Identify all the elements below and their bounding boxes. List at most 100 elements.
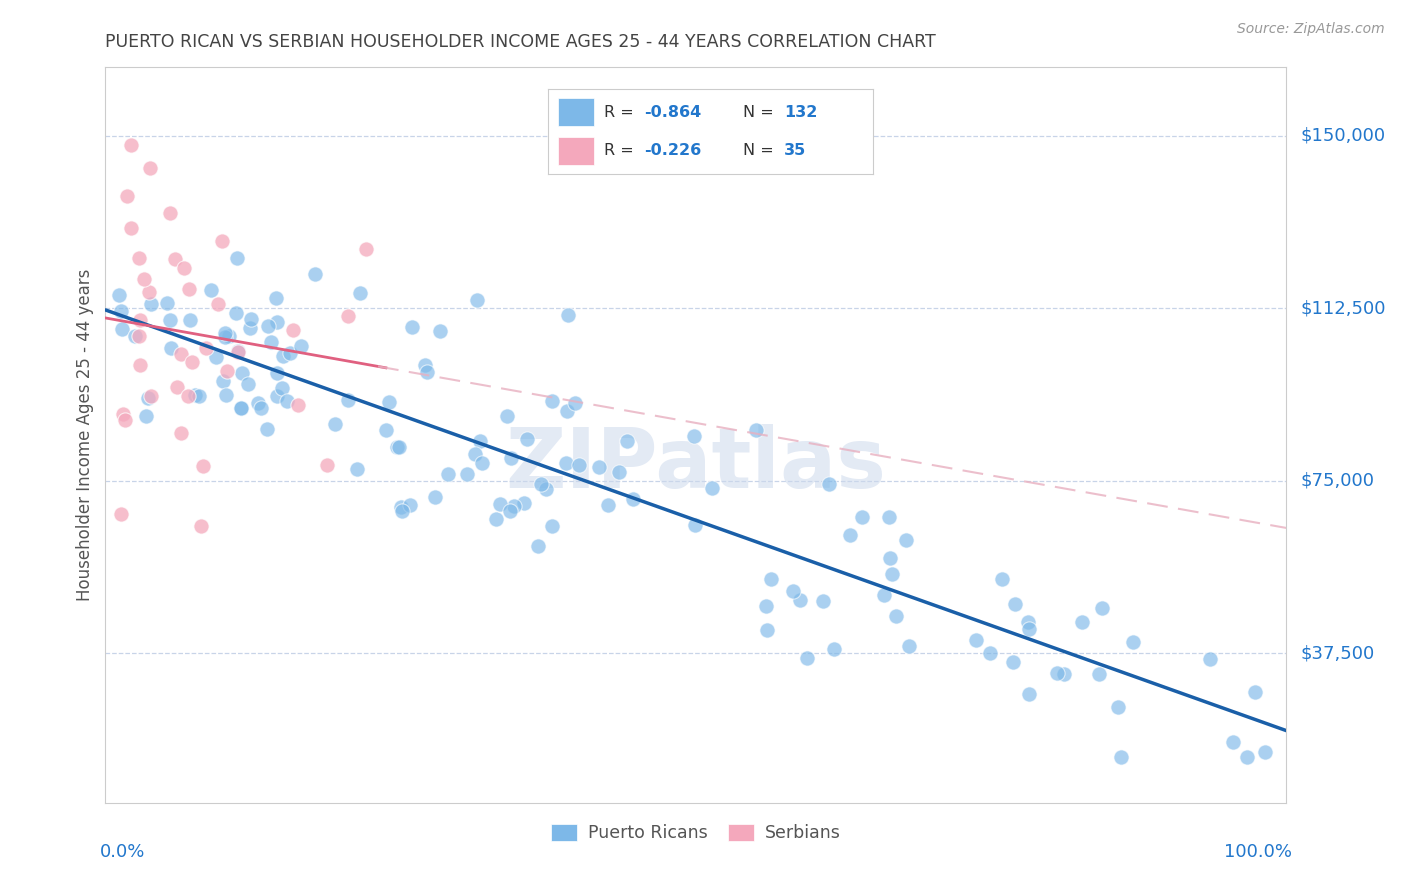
Point: [1017, 615, 1039, 629]
Point: [134, 409, 156, 423]
Point: [378, 395, 401, 409]
Point: [212, 374, 235, 388]
Point: [1004, 597, 1026, 611]
Text: ZIPatlas: ZIPatlas: [506, 424, 886, 505]
Point: [555, 456, 578, 470]
Point: [139, 389, 162, 403]
Point: [349, 285, 371, 300]
Point: [873, 587, 896, 601]
Point: [385, 440, 408, 454]
Point: [190, 518, 212, 533]
Point: [166, 380, 188, 394]
Point: [759, 573, 782, 587]
Point: [260, 335, 283, 350]
Text: 0.0%: 0.0%: [100, 843, 145, 862]
Point: [214, 326, 236, 341]
Point: [136, 391, 159, 405]
Point: [107, 288, 129, 302]
Point: [120, 220, 142, 235]
Point: [187, 389, 209, 403]
Point: [896, 533, 918, 548]
Point: [1018, 687, 1040, 701]
Point: [183, 387, 205, 401]
Point: [1107, 699, 1129, 714]
Point: [266, 315, 288, 329]
Point: [464, 447, 486, 461]
Point: [516, 432, 538, 446]
Point: [1222, 735, 1244, 749]
Point: [756, 623, 779, 637]
Point: [389, 500, 412, 515]
Point: [1091, 601, 1114, 615]
Point: [139, 161, 162, 175]
Point: [170, 347, 193, 361]
Point: [128, 312, 150, 326]
Point: [256, 422, 278, 436]
Point: [700, 481, 723, 495]
Point: [818, 476, 841, 491]
Point: [391, 504, 413, 518]
Point: [416, 365, 439, 379]
Point: [1199, 652, 1222, 666]
Point: [755, 599, 778, 614]
Text: $112,500: $112,500: [1301, 300, 1386, 318]
Point: [281, 323, 304, 337]
Point: [527, 539, 550, 553]
Point: [607, 465, 630, 479]
Point: [225, 306, 247, 320]
Point: [796, 650, 818, 665]
Point: [218, 329, 240, 343]
Point: [685, 517, 707, 532]
Point: [270, 381, 292, 395]
Point: [839, 527, 862, 541]
Text: 100.0%: 100.0%: [1225, 843, 1292, 862]
Point: [1046, 665, 1069, 680]
Point: [207, 297, 229, 311]
Point: [236, 376, 259, 391]
Point: [456, 467, 478, 481]
Point: [115, 188, 138, 202]
Point: [564, 396, 586, 410]
Point: [388, 441, 411, 455]
Text: $37,500: $37,500: [1301, 644, 1375, 663]
Point: [200, 283, 222, 297]
Point: [413, 358, 436, 372]
Point: [110, 303, 132, 318]
Point: [745, 423, 768, 437]
Point: [557, 308, 579, 322]
Point: [979, 646, 1001, 660]
Point: [437, 467, 460, 481]
Point: [536, 483, 558, 497]
Point: [120, 138, 142, 153]
Point: [336, 310, 359, 324]
Point: [246, 395, 269, 409]
Point: [204, 350, 226, 364]
Point: [156, 295, 179, 310]
Point: [111, 322, 134, 336]
Point: [240, 311, 263, 326]
Point: [304, 268, 326, 282]
Point: [287, 398, 309, 412]
Point: [596, 498, 619, 512]
Point: [354, 242, 377, 256]
Point: [250, 401, 273, 416]
Point: [502, 500, 524, 514]
Point: [880, 566, 903, 581]
Point: [124, 329, 146, 343]
Point: [399, 499, 422, 513]
Point: [181, 355, 204, 369]
Point: [811, 594, 834, 608]
Point: [541, 393, 564, 408]
Point: [231, 366, 253, 380]
Point: [160, 341, 183, 355]
Text: $150,000: $150,000: [1301, 127, 1386, 145]
Point: [897, 640, 920, 654]
Point: [195, 341, 218, 355]
Point: [588, 459, 610, 474]
Point: [271, 349, 294, 363]
Point: [214, 329, 236, 343]
Point: [179, 313, 201, 327]
Text: $75,000: $75,000: [1301, 472, 1375, 490]
Point: [191, 458, 214, 473]
Point: [555, 404, 578, 418]
